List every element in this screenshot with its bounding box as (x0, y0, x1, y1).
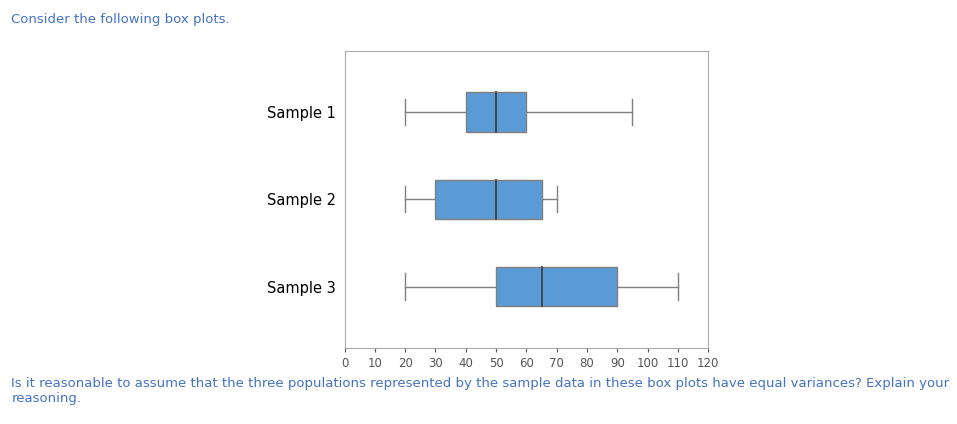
Bar (466, 92, 526, 131)
Bar (496, 267, 617, 306)
Text: Consider the following box plots.: Consider the following box plots. (11, 13, 230, 26)
Bar (435, 180, 542, 219)
Text: Is it reasonable to assume that the three populations represented by the sample : Is it reasonable to assume that the thre… (11, 377, 949, 405)
